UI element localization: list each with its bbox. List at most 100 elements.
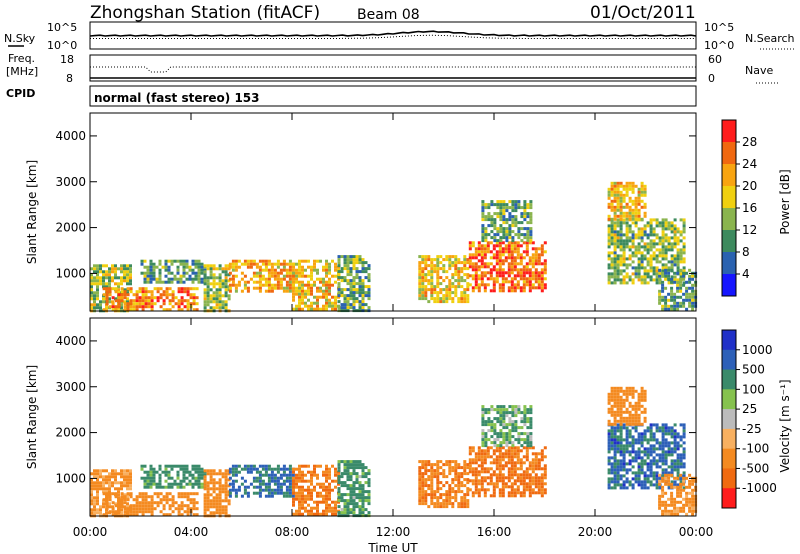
scatter-cell	[117, 305, 121, 309]
scatter-cell	[448, 490, 452, 494]
scatter-cell	[499, 417, 503, 421]
scatter-cell	[105, 293, 109, 297]
scatter-cell	[212, 264, 216, 268]
scatter-cell	[291, 268, 295, 272]
scatter-cell	[310, 512, 313, 516]
scatter-cell	[212, 496, 216, 500]
scatter-cell	[625, 419, 629, 423]
power-colorbar-tick-label: 4	[742, 267, 750, 281]
scatter-cell	[487, 215, 491, 219]
scatter-cell	[255, 476, 259, 480]
scatter-cell	[682, 248, 686, 252]
scatter-cell	[90, 508, 93, 512]
scatter-cell	[227, 297, 231, 301]
scatter-cell	[288, 265, 292, 269]
scatter-cell	[105, 511, 108, 515]
scatter-cell	[676, 483, 680, 487]
scatter-cell	[619, 227, 623, 231]
scatter-cell	[522, 482, 526, 486]
scatter-cell	[364, 276, 368, 280]
scatter-cell	[670, 242, 674, 246]
scatter-cell	[126, 505, 129, 509]
scatter-cell	[292, 476, 295, 480]
scatter-cell	[513, 250, 517, 254]
scatter-cell	[322, 497, 325, 501]
scatter-cell	[120, 469, 123, 473]
scatter-cell	[355, 475, 359, 479]
scatter-cell	[298, 500, 301, 504]
scatter-cell	[634, 389, 638, 393]
scatter-cell	[682, 506, 686, 510]
scatter-cell	[343, 306, 347, 310]
scatter-cell	[640, 486, 644, 490]
scatter-cell	[96, 490, 99, 494]
scatter-cell	[96, 270, 99, 274]
scatter-cell	[173, 259, 177, 263]
scatter-cell	[474, 274, 478, 278]
scatter-cell	[221, 484, 225, 488]
scatter-cell	[607, 236, 611, 240]
scatter-cell	[183, 299, 187, 303]
scatter-cell	[337, 490, 341, 494]
scatter-cell	[334, 268, 337, 272]
scatter-cell	[520, 426, 524, 430]
scatter-cell	[510, 467, 514, 471]
scatter-cell	[667, 274, 671, 278]
scatter-cell	[664, 450, 668, 454]
scatter-cell	[529, 411, 533, 415]
scatter-cell	[505, 435, 509, 439]
x-tick-label: 16:00	[477, 525, 512, 539]
scatter-cell	[688, 503, 692, 507]
scatter-cell	[334, 274, 337, 278]
scatter-cell	[528, 262, 532, 266]
scatter-cell	[147, 507, 151, 511]
scatter-cell	[126, 469, 129, 473]
scatter-cell	[212, 300, 216, 304]
scatter-cell	[237, 488, 241, 492]
scatter-cell	[304, 464, 307, 468]
scatter-cell	[529, 221, 533, 225]
scatter-cell	[117, 507, 121, 511]
scatter-cell	[99, 270, 102, 274]
scatter-cell	[492, 244, 496, 248]
scatter-cell	[682, 277, 686, 281]
scatter-cell	[466, 294, 470, 298]
scatter-cell	[525, 488, 529, 492]
scatter-cell	[99, 300, 102, 304]
scatter-cell	[349, 288, 353, 292]
scatter-cell	[168, 504, 172, 508]
scatter-cell	[102, 490, 105, 494]
scatter-cell	[267, 467, 271, 471]
scatter-cell	[513, 277, 517, 281]
scatter-cell	[673, 298, 677, 302]
scatter-cell	[451, 282, 455, 286]
scatter-cell	[496, 233, 500, 237]
scatter-cell	[474, 455, 478, 459]
scatter-cell	[246, 470, 250, 474]
scatter-cell	[526, 426, 530, 430]
scatter-cell	[90, 297, 93, 301]
scatter-cell	[613, 242, 617, 246]
scatter-cell	[218, 285, 222, 289]
scatter-cell	[483, 470, 487, 474]
scatter-cell	[349, 487, 353, 491]
scatter-cell	[679, 268, 683, 272]
scatter-cell	[489, 268, 493, 272]
scatter-cell	[424, 261, 428, 265]
scatter-cell	[610, 233, 614, 237]
scatter-cell	[631, 260, 635, 264]
scatter-cell	[607, 459, 611, 463]
scatter-cell	[655, 278, 659, 282]
scatter-cell	[619, 450, 623, 454]
scatter-cell	[619, 398, 623, 402]
scatter-cell	[209, 270, 213, 274]
scatter-cell	[346, 469, 350, 473]
scatter-cell	[477, 250, 481, 254]
scatter-cell	[183, 504, 187, 508]
scatter-cell	[114, 475, 117, 479]
scatter-cell	[528, 482, 532, 486]
scatter-cell	[640, 395, 644, 399]
scatter-cell	[481, 218, 485, 222]
scatter-cell	[276, 479, 280, 483]
scatter-cell	[495, 277, 499, 281]
